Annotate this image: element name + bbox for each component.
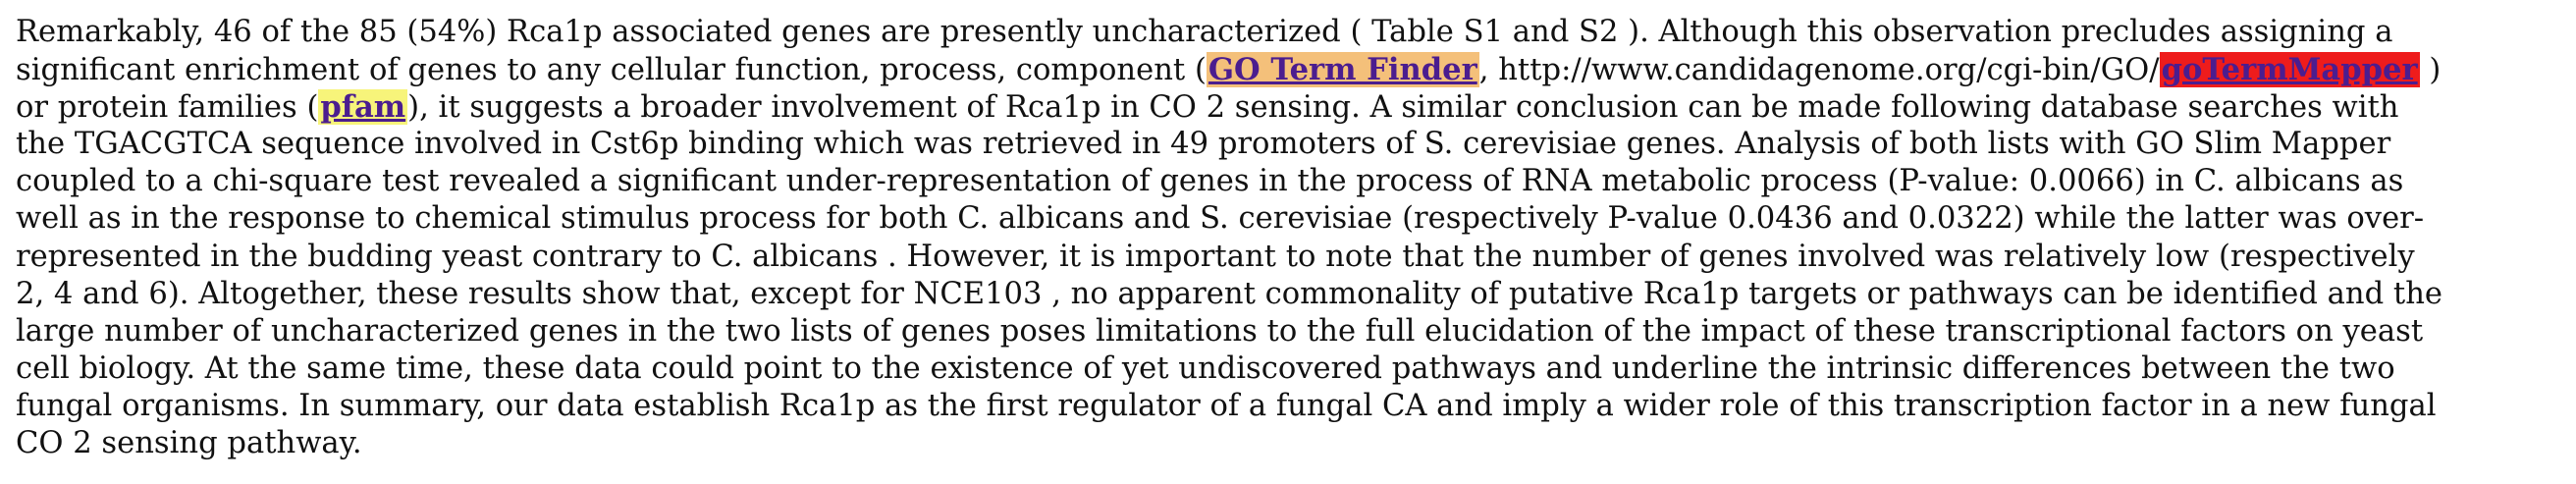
- text-line-10: cell biology. At the same time, these da…: [16, 350, 2395, 386]
- pfam-link[interactable]: pfam: [318, 89, 408, 126]
- go-term-mapper-link[interactable]: goTermMapper: [2159, 52, 2420, 88]
- text-line-4: the TGACGTCA sequence involved in Cst6p …: [16, 127, 2391, 162]
- go-term-finder-link[interactable]: GO Term Finder: [1206, 52, 1479, 88]
- article-paragraph: Remarkably, 46 of the 85 (54%) Rca1p ass…: [16, 14, 2568, 462]
- text-line-12: CO 2 sensing pathway.: [16, 426, 362, 461]
- text-line-3: or protein families (pfam), it suggests …: [16, 88, 2568, 126]
- text-line-5: coupled to a chi-square test revealed a …: [16, 164, 2404, 199]
- text-segment: ), it suggests a broader involvement of …: [407, 90, 2399, 126]
- text-segment: ): [2419, 53, 2442, 88]
- text-line-1: Remarkably, 46 of the 85 (54%) Rca1p ass…: [16, 15, 2393, 49]
- text-segment: , http://www.candidagenome.org/cgi-bin/G…: [1478, 53, 2160, 88]
- text-line-9: large number of uncharacterized genes in…: [16, 313, 2424, 349]
- text-line-7: represented in the budding yeast contrar…: [16, 239, 2415, 274]
- text-segment: or protein families (: [16, 90, 319, 126]
- text-segment: significant enrichment of genes to any c…: [16, 53, 1207, 88]
- text-line-8: 2, 4 and 6). Altogether, these results s…: [16, 276, 2443, 311]
- text-line-6: well as in the response to chemical stim…: [16, 201, 2425, 237]
- text-line-2: significant enrichment of genes to any c…: [16, 51, 2568, 88]
- text-line-11: fungal organisms. In summary, our data e…: [16, 388, 2437, 423]
